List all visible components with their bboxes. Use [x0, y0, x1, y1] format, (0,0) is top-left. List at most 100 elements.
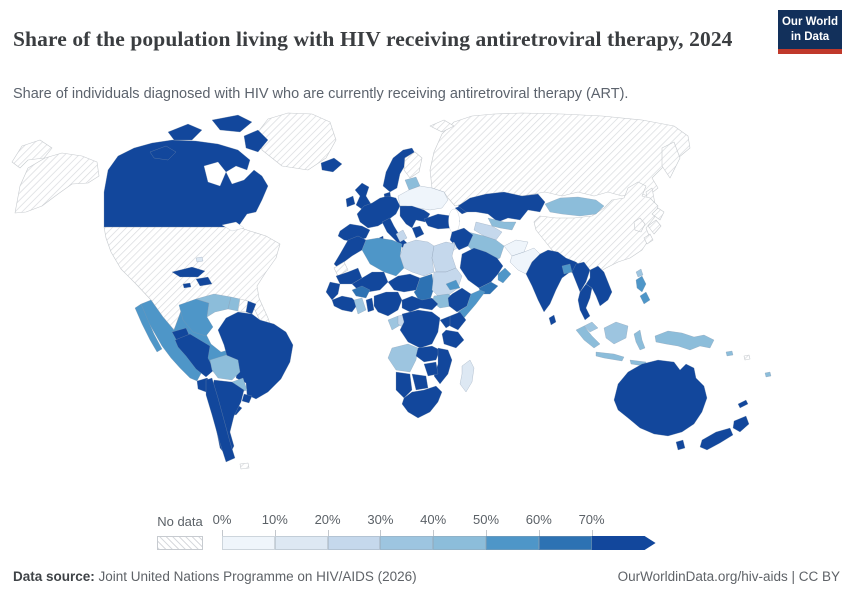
country-falkland-islands[interactable]: [239, 462, 250, 470]
country-tanzania[interactable]: [441, 329, 465, 349]
legend-tick-label: 20%: [314, 512, 341, 527]
country-finland[interactable]: [403, 151, 423, 179]
legend-tick-label: 50%: [472, 512, 500, 527]
country-korea[interactable]: [633, 217, 646, 233]
country-uruguay[interactable]: [241, 393, 253, 404]
country-bangladesh[interactable]: [561, 263, 573, 275]
country-chile[interactable]: [205, 377, 236, 463]
country-morocco[interactable]: [333, 235, 367, 269]
country-madagascar[interactable]: [459, 359, 475, 393]
country-japan[interactable]: [643, 207, 665, 245]
country-nigeria[interactable]: [373, 291, 403, 317]
legend-tick-label: 40%: [420, 512, 447, 527]
legend-bin-2[interactable]: [327, 536, 381, 550]
country-mongolia[interactable]: [544, 196, 605, 217]
legend-tick-mark: [380, 530, 382, 536]
country-borneo[interactable]: [603, 321, 629, 345]
country-united-states[interactable]: [103, 226, 281, 331]
country-angola[interactable]: [387, 343, 419, 373]
country-dr-congo[interactable]: [399, 309, 441, 349]
country-chukotka[interactable]: [11, 139, 53, 169]
legend-tick-mark: [274, 530, 276, 536]
legend-bin-6[interactable]: [538, 536, 592, 550]
legend-tick-mark: [486, 530, 487, 536]
country-western-sahara[interactable]: [333, 261, 349, 277]
country-sri-lanka[interactable]: [548, 314, 557, 326]
country-egypt[interactable]: [431, 241, 457, 273]
legend-bin-0[interactable]: [222, 536, 275, 550]
country-iceland[interactable]: [320, 157, 343, 173]
country-taiwan[interactable]: [635, 268, 644, 278]
country-kazakhstan[interactable]: [457, 191, 546, 223]
country-jamaica[interactable]: [182, 282, 192, 289]
legend-bin-7[interactable]: [592, 536, 656, 550]
legend-tick-label: 0%: [212, 512, 232, 527]
country-malaysia[interactable]: [583, 321, 599, 333]
country-spain-portugal[interactable]: [337, 223, 371, 243]
country-tunisia[interactable]: [395, 229, 408, 243]
country-cameroon-car[interactable]: [401, 295, 439, 313]
legend-bin-1[interactable]: [274, 536, 328, 550]
country-ireland[interactable]: [345, 195, 356, 208]
country-canada-arctic-islands[interactable]: [149, 114, 269, 161]
country-hispaniola[interactable]: [195, 276, 213, 287]
country-alaska[interactable]: [14, 152, 100, 214]
legend-bin-4[interactable]: [433, 536, 486, 550]
country-kenya[interactable]: [449, 311, 467, 331]
country-namibia[interactable]: [395, 371, 413, 399]
country-new-caledonia[interactable]: [737, 399, 749, 409]
legend-no-data-swatch[interactable]: [157, 536, 203, 550]
country-zimbabwe[interactable]: [423, 361, 439, 377]
legend-tick-label: 60%: [525, 512, 552, 527]
country-laos-vietnam-cambodia[interactable]: [585, 265, 613, 307]
country-zambia[interactable]: [415, 345, 441, 363]
country-senegal[interactable]: [325, 281, 341, 301]
country-svalbard[interactable]: [429, 119, 455, 133]
country-eritrea[interactable]: [445, 279, 461, 291]
country-ghana[interactable]: [353, 297, 367, 315]
country-philippines[interactable]: [635, 275, 651, 305]
country-niger[interactable]: [387, 273, 421, 293]
country-malawi-mozambique[interactable]: [433, 347, 453, 385]
country-afghanistan[interactable]: [503, 239, 529, 257]
country-bahamas[interactable]: [195, 256, 204, 263]
map-legend: No data 0% 10% 20% 30% 40% 50% 60% 70%: [0, 510, 850, 558]
caspian-sea-water: [448, 208, 460, 234]
country-cuba[interactable]: [171, 266, 206, 278]
legend-no-data-label: No data: [157, 514, 203, 529]
country-pacific-islands[interactable]: [743, 354, 751, 361]
country-canada[interactable]: [103, 139, 269, 228]
country-west-africa-coast[interactable]: [331, 295, 359, 313]
legend-colorbar: [222, 536, 656, 550]
country-indonesia[interactable]: [575, 325, 647, 367]
owid-url-link[interactable]: OurWorldinData.org/hiv-aids: [617, 569, 788, 584]
legend-tick-mark: [327, 530, 329, 536]
country-oman[interactable]: [497, 267, 512, 284]
legend-bin-5[interactable]: [485, 536, 539, 550]
country-russia[interactable]: [429, 112, 691, 209]
country-greenland[interactable]: [257, 112, 337, 171]
data-source-text: Joint United Nations Programme on HIV/AI…: [94, 569, 417, 584]
country-ethiopia[interactable]: [447, 287, 472, 313]
country-new-zealand[interactable]: [699, 415, 750, 451]
country-libya[interactable]: [399, 239, 435, 277]
chart-footer: Data source: Joint United Nations Progra…: [0, 567, 850, 589]
country-bolivia[interactable]: [209, 354, 241, 381]
owid-logo-line2: in Data: [790, 30, 830, 43]
country-myanmar[interactable]: [571, 261, 591, 293]
country-south-africa[interactable]: [401, 385, 443, 419]
country-balkans-greece[interactable]: [399, 205, 431, 239]
country-iraq-syria[interactable]: [449, 227, 474, 251]
country-new-guinea[interactable]: [654, 330, 715, 351]
hudson-bay-water: [203, 161, 227, 187]
country-algeria[interactable]: [361, 237, 405, 277]
legend-ticks: 0% 10% 20% 30% 40% 50% 60% 70%: [213, 510, 702, 536]
country-benin-togo[interactable]: [365, 297, 375, 313]
country-burkina-faso[interactable]: [351, 285, 371, 299]
legend-bin-3[interactable]: [380, 536, 434, 550]
country-australia[interactable]: [613, 359, 708, 451]
country-solomon-fiji-islands[interactable]: [725, 350, 772, 378]
country-venezuela[interactable]: [195, 293, 232, 318]
country-botswana[interactable]: [411, 373, 429, 391]
